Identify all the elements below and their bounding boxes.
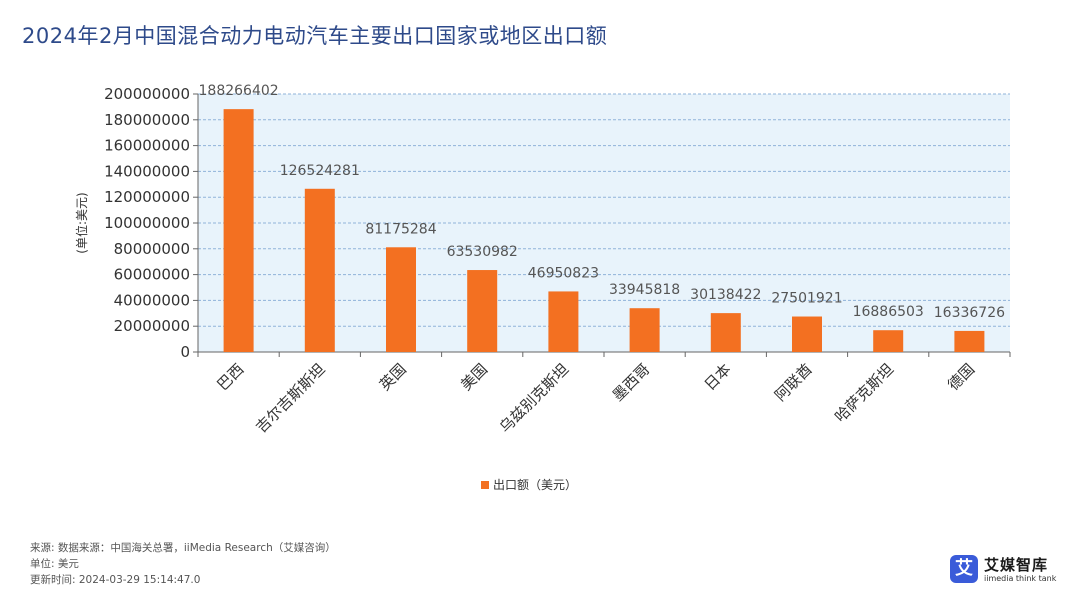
bar-2	[304, 188, 335, 352]
category-label: 巴西	[213, 360, 247, 394]
legend: 出口额（美元）	[481, 476, 577, 493]
data-label: 188266402	[199, 83, 279, 99]
data-label: 81175284	[365, 221, 436, 237]
data-label: 126524281	[280, 163, 360, 179]
unit-note: 单位: 美元	[30, 558, 79, 570]
bar-1	[223, 109, 254, 352]
bar-chart: 0 20000000 40000000 60000000 80000000 1000000…	[74, 83, 1011, 436]
bar-3	[386, 247, 416, 352]
data-label: 30138422	[690, 287, 761, 303]
update-time: 更新时间: 2024-03-29 15:14:47.0	[30, 574, 201, 586]
bar-5	[548, 291, 579, 352]
category-label: 吉尔吉斯斯坦	[252, 360, 328, 436]
brand-name: 艾媒智库	[984, 556, 1049, 574]
category-label: 英国	[376, 360, 410, 394]
category-label: 阿联酋	[771, 360, 816, 405]
data-label: 46950823	[528, 265, 599, 281]
footer: 来源: 数据来源：中国海关总署，iiMedia Research（艾媒咨询） 单…	[30, 540, 360, 588]
legend-swatch	[481, 481, 489, 489]
y-tick-label: 0	[180, 343, 190, 361]
brand-logo-icon: 艾	[950, 555, 978, 583]
y-tick-label: 140000000	[104, 162, 190, 180]
category-label: 乌兹别克斯坦	[496, 360, 572, 436]
y-tick-label: 200000000	[104, 85, 190, 103]
data-label: 27501921	[771, 291, 842, 307]
data-label: 16336726	[934, 305, 1005, 321]
y-tick-label: 40000000	[114, 291, 190, 309]
y-tick-label: 120000000	[104, 188, 190, 206]
bar-9	[873, 330, 904, 352]
category-label: 德国	[944, 360, 978, 394]
data-label: 63530982	[447, 244, 518, 260]
y-axis-label: (单位:美元)	[74, 192, 89, 253]
category-label: 哈萨克斯坦	[831, 360, 897, 426]
data-label: 16886503	[853, 304, 924, 320]
chart-title: 2024年2月中国混合动力电动汽车主要出口国家或地区出口额	[22, 24, 608, 48]
category-label: 日本	[701, 360, 735, 394]
y-tick-label: 180000000	[104, 111, 190, 129]
y-tick-label: 60000000	[114, 266, 190, 284]
bar-6	[629, 308, 660, 352]
legend-label: 出口额（美元）	[493, 478, 578, 492]
bar-8	[792, 316, 822, 352]
source-note: 来源: 数据来源：中国海关总署，iiMedia Research（艾媒咨询）	[30, 542, 336, 554]
y-tick-label: 160000000	[104, 137, 190, 155]
brand-subtitle: iimedia think tank	[984, 574, 1057, 583]
bar-10	[954, 330, 985, 352]
y-tick-label: 80000000	[114, 240, 190, 258]
y-tick-label: 100000000	[104, 214, 190, 232]
brand: 艾 艾媒智库 iimedia think tank	[950, 553, 1060, 589]
bar-4	[467, 270, 498, 352]
category-label: 墨西哥	[609, 360, 654, 405]
category-label: 美国	[457, 360, 491, 394]
data-label: 33945818	[609, 282, 680, 298]
y-tick-label: 20000000	[114, 317, 190, 335]
bar-7	[710, 313, 741, 352]
